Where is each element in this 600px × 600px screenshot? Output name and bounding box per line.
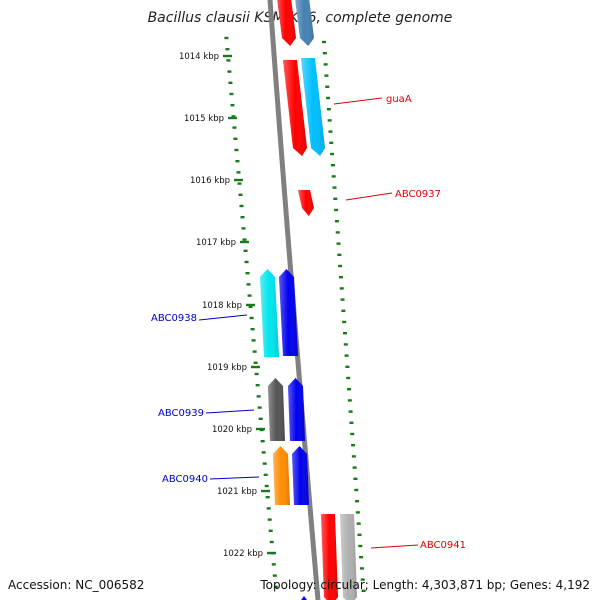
tick-label: 1014 kbp (179, 52, 219, 62)
tick-label: 1021 kbp (217, 487, 257, 497)
gene-label: guaA (386, 94, 412, 105)
gene-arrow (301, 596, 307, 600)
gene-arrow (340, 514, 357, 600)
gene-label-leader (198, 314, 248, 321)
tick-label: 1018 kbp (202, 301, 242, 311)
gene-label-leader (345, 192, 393, 201)
tick-label: 1016 kbp (190, 176, 230, 186)
tick-label: 1020 kbp (212, 425, 252, 435)
gene-arrow (301, 58, 325, 156)
tick-label: 1022 kbp (223, 549, 263, 559)
tick-label: 1019 kbp (207, 363, 247, 373)
gene-arrow (321, 514, 338, 600)
tick-track: 1014 kbp 1015 kbp 1016 kbp 1017 kbp 1018 kbp… (179, 36, 366, 592)
gene-labels: guaA ABC0937 ABC0938 ABC0939 ABC0940 ABC0941 (151, 94, 466, 551)
gene-arrow (260, 269, 279, 357)
gene-label-leader (370, 544, 419, 549)
gene-arrow (273, 446, 290, 505)
tick-label: 1017 kbp (196, 238, 236, 248)
gene-arrow (277, 0, 296, 46)
gene-arrow (268, 378, 285, 441)
gene-arrow (283, 60, 307, 156)
gene-arrow (288, 378, 305, 441)
gene-arrow (298, 190, 314, 216)
gene-label: ABC0941 (420, 540, 466, 551)
tick-label: 1015 kbp (184, 114, 224, 124)
gene-label: ABC0939 (158, 408, 204, 419)
gene-arrow (279, 269, 298, 356)
gene-label-leader (333, 97, 383, 105)
gene-track (260, 0, 357, 600)
gene-label: ABC0937 (395, 189, 441, 200)
gene-label: ABC0940 (162, 474, 208, 485)
gene-arrow (295, 0, 314, 46)
topology-text: Topology: circular; Length: 4,303,871 bp… (260, 578, 590, 592)
gene-label-leader (209, 476, 260, 480)
gene-arrow (292, 446, 309, 505)
gene-label: ABC0938 (151, 313, 197, 324)
accession-text: Accession: NC_006582 (8, 578, 145, 592)
gene-label-leader (205, 409, 255, 414)
